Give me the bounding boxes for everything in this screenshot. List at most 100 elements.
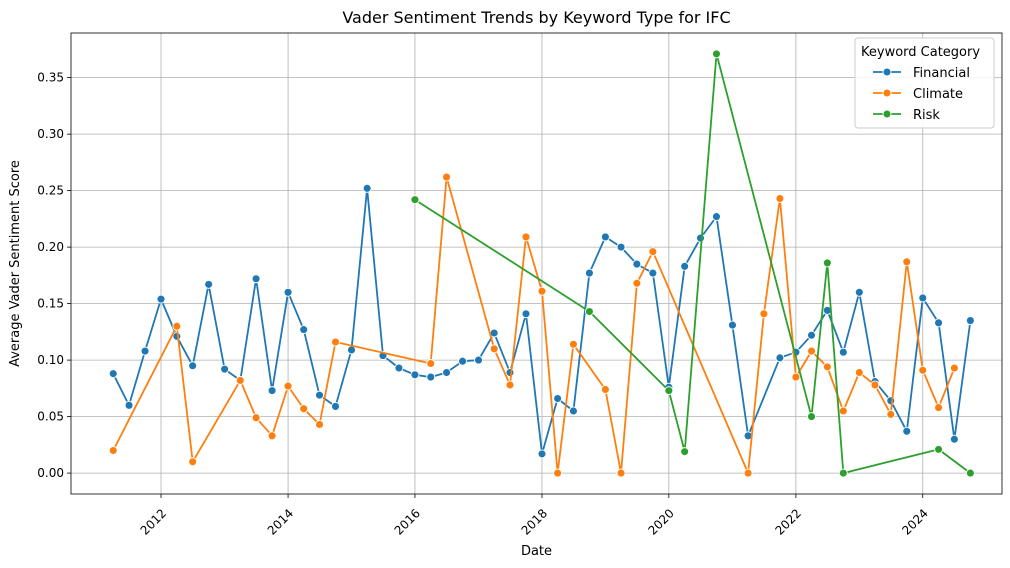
- data-point-climate: [632, 278, 642, 288]
- data-point-financial: [204, 279, 214, 289]
- tick-layer: 0.00 0.05 0.10 0.15 0.20 0.25 0.30 0.35 2012 2014…: [37, 71, 931, 538]
- legend-swatch-marker: [882, 109, 892, 119]
- data-point-climate: [442, 172, 452, 182]
- series-layer: [108, 49, 975, 478]
- data-point-financial: [426, 372, 436, 382]
- legend-swatch-marker: [882, 67, 892, 77]
- data-point-financial: [918, 293, 928, 303]
- data-point-climate: [283, 381, 293, 391]
- chart-title: Vader Sentiment Trends by Keyword Type f…: [342, 8, 730, 27]
- data-point-financial: [568, 406, 578, 416]
- legend-label: Climate: [913, 87, 963, 102]
- series-financial: [108, 183, 975, 459]
- x-tick-label: 2012: [138, 506, 169, 537]
- x-tick-label: 2024: [899, 506, 930, 537]
- y-tick-label: 0.15: [37, 297, 64, 311]
- data-point-climate: [934, 403, 944, 413]
- data-point-financial: [505, 368, 515, 377]
- data-point-risk: [680, 447, 690, 457]
- data-point-climate: [251, 413, 261, 423]
- data-point-financial: [965, 316, 975, 326]
- data-point-financial: [220, 364, 230, 374]
- data-point-financial: [315, 390, 324, 400]
- data-point-financial: [267, 386, 277, 396]
- data-point-financial: [283, 287, 293, 297]
- data-point-climate: [521, 232, 531, 242]
- data-point-financial: [712, 212, 721, 222]
- data-point-climate: [791, 372, 801, 382]
- series-line-risk: [414, 53, 971, 475]
- data-point-financial: [474, 355, 483, 365]
- data-point-financial: [458, 356, 468, 366]
- data-point-financial: [124, 400, 134, 410]
- data-point-financial: [854, 287, 864, 297]
- legend-entry-financial: Financial: [873, 66, 970, 81]
- data-point-climate: [759, 309, 769, 319]
- data-point-financial: [521, 309, 531, 319]
- data-point-climate: [807, 346, 816, 356]
- data-point-climate: [299, 404, 309, 414]
- grid-layer: [71, 33, 1002, 494]
- data-point-financial: [108, 369, 118, 379]
- data-point-climate: [600, 385, 610, 394]
- y-tick-label: 0.25: [37, 184, 64, 198]
- data-point-financial: [140, 346, 150, 356]
- data-point-financial: [442, 368, 452, 377]
- plot-frame: [70, 32, 1003, 495]
- data-point-financial: [886, 396, 896, 406]
- data-point-climate: [568, 339, 578, 349]
- data-point-risk: [712, 49, 721, 59]
- legend-swatch-marker: [882, 88, 892, 98]
- legend-label: Risk: [913, 108, 940, 123]
- data-point-climate: [331, 337, 340, 347]
- data-point-financial: [600, 232, 610, 242]
- data-point-financial: [251, 274, 261, 284]
- y-tick-label: 0.35: [37, 71, 64, 85]
- data-point-financial: [902, 426, 912, 436]
- legend-title: Keyword Category: [861, 45, 980, 60]
- data-point-financial: [949, 434, 959, 444]
- data-point-financial: [838, 347, 848, 357]
- data-point-financial: [410, 370, 420, 380]
- data-point-financial: [680, 261, 690, 271]
- data-point-risk: [807, 412, 816, 422]
- y-tick-label: 0.10: [37, 353, 64, 367]
- data-point-financial: [696, 233, 705, 243]
- data-point-risk: [822, 258, 832, 268]
- data-point-climate: [537, 286, 547, 296]
- data-point-climate: [489, 344, 499, 354]
- x-tick-label: 2014: [265, 506, 296, 537]
- data-point-risk: [664, 386, 674, 396]
- y-tick-label: 0.30: [37, 127, 64, 141]
- legend-box: [854, 37, 995, 129]
- data-point-climate: [315, 420, 324, 429]
- data-point-climate: [743, 468, 753, 478]
- data-point-climate: [426, 359, 436, 368]
- data-point-climate: [616, 468, 626, 478]
- data-point-risk: [965, 468, 975, 478]
- data-point-climate: [267, 431, 277, 441]
- data-point-financial: [299, 325, 309, 335]
- data-point-climate: [870, 380, 880, 390]
- data-point-financial: [362, 183, 372, 193]
- data-point-climate: [822, 362, 832, 372]
- data-point-risk: [838, 468, 848, 478]
- y-tick-label: 0.20: [37, 240, 64, 254]
- data-point-financial: [632, 259, 642, 269]
- data-point-financial: [807, 330, 816, 340]
- data-point-climate: [854, 368, 864, 377]
- data-point-climate: [188, 457, 198, 467]
- data-point-financial: [616, 242, 626, 252]
- data-point-climate: [648, 247, 658, 257]
- data-point-climate: [235, 375, 245, 385]
- data-point-climate: [108, 446, 118, 455]
- data-point-financial: [188, 361, 198, 371]
- x-tick-label: 2022: [773, 506, 804, 537]
- data-point-climate: [886, 409, 896, 419]
- data-point-financial: [537, 449, 547, 459]
- data-point-climate: [949, 363, 959, 373]
- legend-entry-climate: Climate: [873, 87, 963, 102]
- data-point-financial: [584, 268, 594, 278]
- data-point-financial: [156, 294, 166, 304]
